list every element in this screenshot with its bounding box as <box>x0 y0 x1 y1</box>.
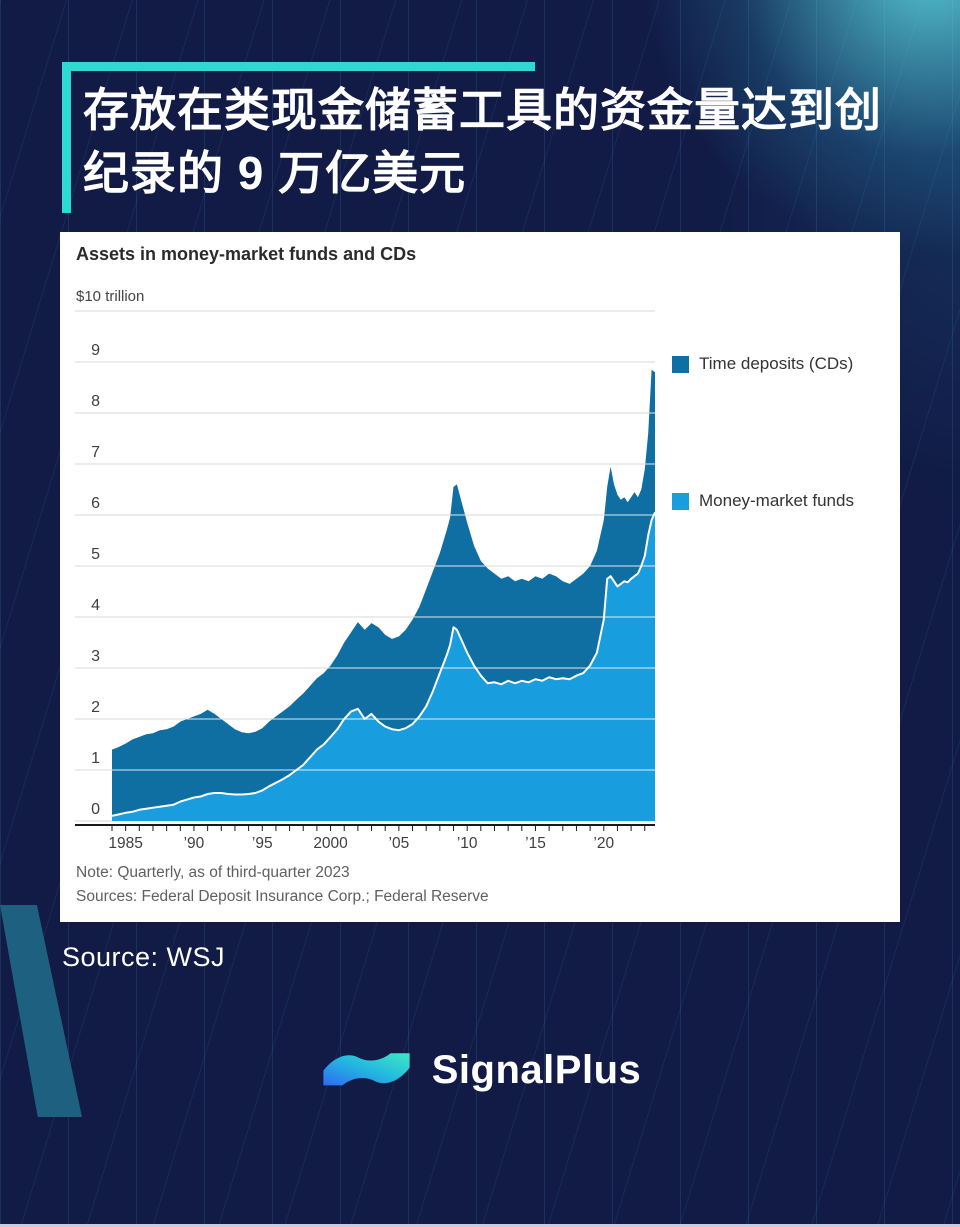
chart-title: Assets in money-market funds and CDs <box>76 244 417 264</box>
chart-card: Assets in money-market funds and CDs $10… <box>60 232 900 922</box>
series-divider-line <box>111 511 656 817</box>
x-tick-label: 2000 <box>313 835 348 852</box>
signalplus-logo-icon <box>323 1053 410 1086</box>
headline-line-1: 存放在类现金储蓄工具的资金量达到创 <box>83 84 882 136</box>
y-tick-label: 8 <box>91 393 100 410</box>
x-tick-label: ’20 <box>593 835 614 852</box>
y-tick-label: 7 <box>91 444 100 461</box>
x-tick-label: ’15 <box>525 835 546 852</box>
y-tick-label: 4 <box>91 597 100 614</box>
legend-swatch-money-market <box>672 492 689 510</box>
legend-label-time-deposits: Time deposits (CDs) <box>699 354 854 373</box>
headline-content: 存放在类现金储蓄工具的资金量达到创 纪录的 9 万亿美元 <box>62 71 908 213</box>
y-tick-label: 0 <box>91 801 100 818</box>
legend-item-money-market: Money-market funds <box>672 491 854 511</box>
chart-unit-label: $10 trillion <box>76 288 145 305</box>
headline-accent-bar <box>62 62 535 71</box>
legend-swatch-time-deposits <box>672 355 689 373</box>
stacked-area-chart: 0 1 2 3 4 5 6 7 8 9 1985 ’90 ’95 2000 ’05 ’10 ’15 ’20 <box>75 310 656 852</box>
area-time-deposits <box>112 369 655 816</box>
chart-sources: Sources: Federal Deposit Insurance Corp.… <box>76 888 489 905</box>
x-tick-label: ’10 <box>457 835 478 852</box>
source-attribution: Source: WSJ <box>62 942 226 972</box>
x-tick-label: 1985 <box>108 835 142 852</box>
headline-block: 存放在类现金储蓄工具的资金量达到创 纪录的 9 万亿美元 <box>62 62 908 213</box>
chart-note: Note: Quarterly, as of third-quarter 202… <box>76 864 350 881</box>
legend-item-time-deposits: Time deposits (CDs) <box>672 354 853 374</box>
y-tick-label: 5 <box>91 546 100 563</box>
x-tick-label: ’05 <box>389 835 410 852</box>
y-tick-labels: 0 1 2 3 4 5 6 7 8 9 <box>91 342 100 818</box>
y-tick-label: 1 <box>91 750 100 767</box>
brand-name: SignalPlus <box>431 1047 642 1092</box>
legend-label-money-market: Money-market funds <box>699 491 854 510</box>
x-tick-labels: 1985 ’90 ’95 2000 ’05 ’10 ’15 ’20 <box>108 835 614 852</box>
bottom-edge-line <box>0 1224 960 1227</box>
y-tick-label: 2 <box>91 699 100 716</box>
y-tick-label: 3 <box>91 648 100 665</box>
area-money-market-funds <box>112 512 655 821</box>
x-tick-label: ’90 <box>184 835 205 852</box>
x-tick-label: ’95 <box>252 835 273 852</box>
headline-line-2: 纪录的 9 万亿美元 <box>83 147 467 199</box>
y-tick-label: 6 <box>91 495 100 512</box>
y-tick-label: 9 <box>91 342 100 359</box>
brand-footer: SignalPlus <box>0 1038 960 1102</box>
x-ticks <box>111 826 646 831</box>
